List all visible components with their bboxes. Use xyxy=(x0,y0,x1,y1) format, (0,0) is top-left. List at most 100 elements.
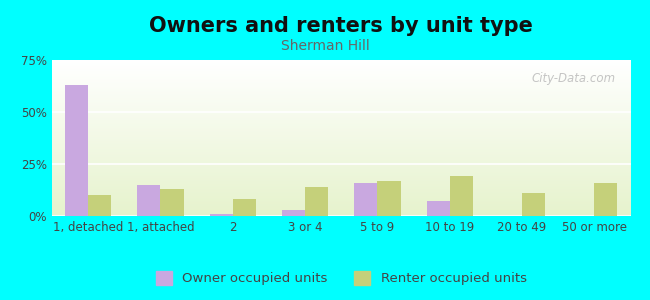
Bar xyxy=(52,132,630,133)
Bar xyxy=(52,106,630,107)
Bar xyxy=(52,201,630,202)
Bar xyxy=(52,182,630,183)
Bar xyxy=(88,195,111,216)
Bar xyxy=(52,67,630,68)
Bar xyxy=(52,135,630,136)
Bar xyxy=(52,101,630,102)
Bar xyxy=(52,154,630,155)
Bar xyxy=(52,136,630,137)
Bar xyxy=(52,88,630,89)
Bar xyxy=(52,119,630,120)
Bar xyxy=(52,113,630,114)
Bar xyxy=(52,176,630,177)
Bar xyxy=(52,202,630,203)
Bar xyxy=(378,181,400,216)
Bar xyxy=(52,191,630,192)
Bar xyxy=(52,142,630,143)
Bar xyxy=(52,74,630,75)
Bar xyxy=(52,207,630,208)
Bar xyxy=(52,89,630,90)
Bar xyxy=(52,94,630,95)
Bar xyxy=(52,86,630,87)
Bar xyxy=(52,114,630,115)
Bar xyxy=(52,187,630,188)
Bar xyxy=(52,174,630,175)
Bar xyxy=(52,167,630,168)
Bar xyxy=(52,69,630,70)
Bar xyxy=(52,172,630,173)
Bar xyxy=(52,156,630,157)
Bar xyxy=(52,160,630,161)
Text: City-Data.com: City-Data.com xyxy=(532,73,616,85)
Bar xyxy=(52,190,630,191)
Bar xyxy=(52,163,630,164)
Bar xyxy=(52,181,630,182)
Bar xyxy=(52,148,630,149)
Bar xyxy=(52,206,630,207)
Bar xyxy=(52,138,630,139)
Bar xyxy=(450,176,473,216)
Bar xyxy=(52,61,630,62)
Bar xyxy=(52,145,630,146)
Bar xyxy=(52,186,630,187)
Bar xyxy=(52,195,630,196)
Bar xyxy=(52,188,630,189)
Bar xyxy=(52,192,630,193)
Bar xyxy=(52,143,630,144)
Bar xyxy=(52,76,630,77)
Bar xyxy=(52,87,630,88)
Bar xyxy=(161,189,183,216)
Bar xyxy=(282,210,305,216)
Bar xyxy=(52,168,630,169)
Bar xyxy=(52,126,630,127)
Bar xyxy=(52,98,630,99)
Bar xyxy=(52,139,630,140)
Bar xyxy=(52,147,630,148)
Bar xyxy=(52,75,630,76)
Bar xyxy=(52,149,630,150)
Bar xyxy=(52,112,630,113)
Bar xyxy=(52,140,630,141)
Bar xyxy=(52,134,630,135)
Bar xyxy=(52,169,630,170)
Bar xyxy=(52,92,630,93)
Bar xyxy=(52,131,630,132)
Bar xyxy=(233,200,256,216)
Bar xyxy=(52,81,630,82)
Bar xyxy=(52,65,630,66)
Bar xyxy=(52,178,630,179)
Bar xyxy=(52,60,630,61)
Bar xyxy=(52,91,630,92)
Bar xyxy=(52,107,630,108)
Bar xyxy=(52,64,630,65)
Bar xyxy=(52,68,630,69)
Bar xyxy=(52,115,630,116)
Legend: Owner occupied units, Renter occupied units: Owner occupied units, Renter occupied un… xyxy=(151,266,532,290)
Bar xyxy=(52,128,630,129)
Bar xyxy=(52,125,630,126)
Bar xyxy=(52,137,630,138)
Bar xyxy=(52,213,630,214)
Bar xyxy=(52,173,630,174)
Bar xyxy=(52,193,630,194)
Bar xyxy=(52,85,630,86)
Bar xyxy=(52,63,630,64)
Bar xyxy=(52,194,630,195)
Bar xyxy=(52,177,630,178)
Bar xyxy=(305,187,328,216)
Bar xyxy=(52,120,630,121)
Bar xyxy=(52,82,630,83)
Bar xyxy=(52,162,630,163)
Bar xyxy=(52,66,630,67)
Bar xyxy=(52,121,630,122)
Bar xyxy=(354,183,378,216)
Bar xyxy=(52,210,630,211)
Bar xyxy=(52,102,630,103)
Bar xyxy=(52,184,630,185)
Bar xyxy=(52,78,630,79)
Bar xyxy=(426,201,450,216)
Bar xyxy=(52,171,630,172)
Title: Owners and renters by unit type: Owners and renters by unit type xyxy=(150,16,533,36)
Bar xyxy=(52,99,630,100)
Bar xyxy=(52,208,630,209)
